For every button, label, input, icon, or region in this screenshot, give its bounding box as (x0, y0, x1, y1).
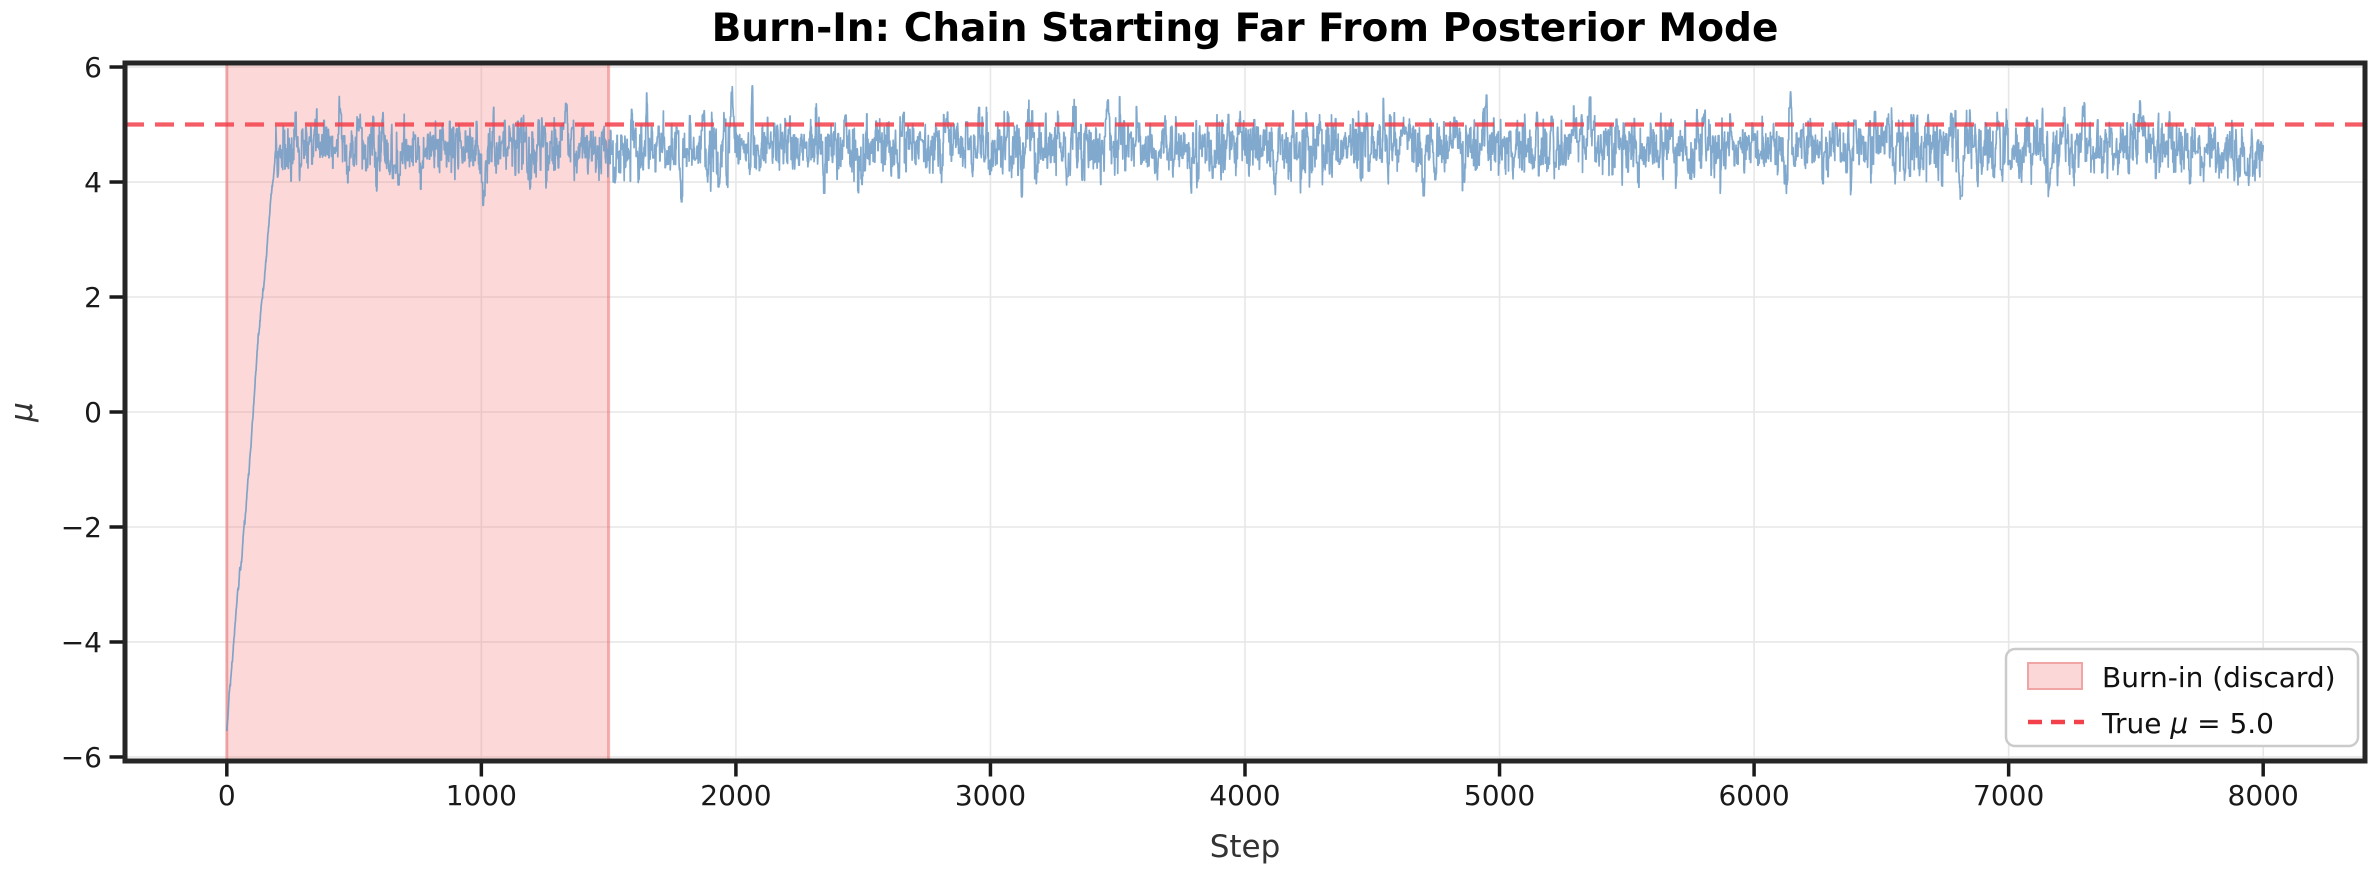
axes-frame (122, 60, 2368, 764)
y-tick-label: 2 (84, 281, 102, 314)
trace-layer (225, 84, 2265, 732)
mu-trace-line (225, 84, 2265, 732)
x-axis-label: Step (1210, 829, 1281, 865)
x-tick-label: 1000 (446, 779, 517, 812)
y-tick-label: −6 (61, 741, 102, 774)
x-tick-label: 7000 (1973, 779, 2044, 812)
y-tick-label: 6 (84, 51, 102, 84)
x-tick-label: 0 (218, 779, 236, 812)
y-tick-label: 0 (84, 396, 102, 429)
x-tick-label: 5000 (1464, 779, 1535, 812)
grid-layer (125, 63, 2365, 761)
legend-burnin-swatch-icon (2027, 662, 2083, 690)
legend-frame (2004, 647, 2360, 748)
tick-layer: 0 1000 2000 3000 4000 5000 6000 7000 8000 6 4 2 0 −2 −… (61, 51, 2299, 812)
x-tick-label: 2000 (700, 779, 771, 812)
y-tick-label: −2 (61, 511, 102, 544)
legend-true-mu-label: True μ = 5.0 (2101, 707, 2274, 740)
legend: Burn-in (discard) True μ = 5.0 (2004, 647, 2360, 748)
y-axis-label: μ (4, 402, 40, 423)
x-tick-label: 3000 (955, 779, 1026, 812)
chart-title: Burn-In: Chain Starting Far From Posteri… (712, 6, 1779, 51)
x-tick-label: 6000 (1718, 779, 1789, 812)
y-tick-label: 4 (84, 166, 102, 199)
y-tick-label: −4 (61, 626, 102, 659)
x-tick-label: 8000 (2228, 779, 2299, 812)
legend-burnin-label: Burn-in (discard) (2102, 661, 2336, 694)
x-tick-label: 4000 (1209, 779, 1280, 812)
